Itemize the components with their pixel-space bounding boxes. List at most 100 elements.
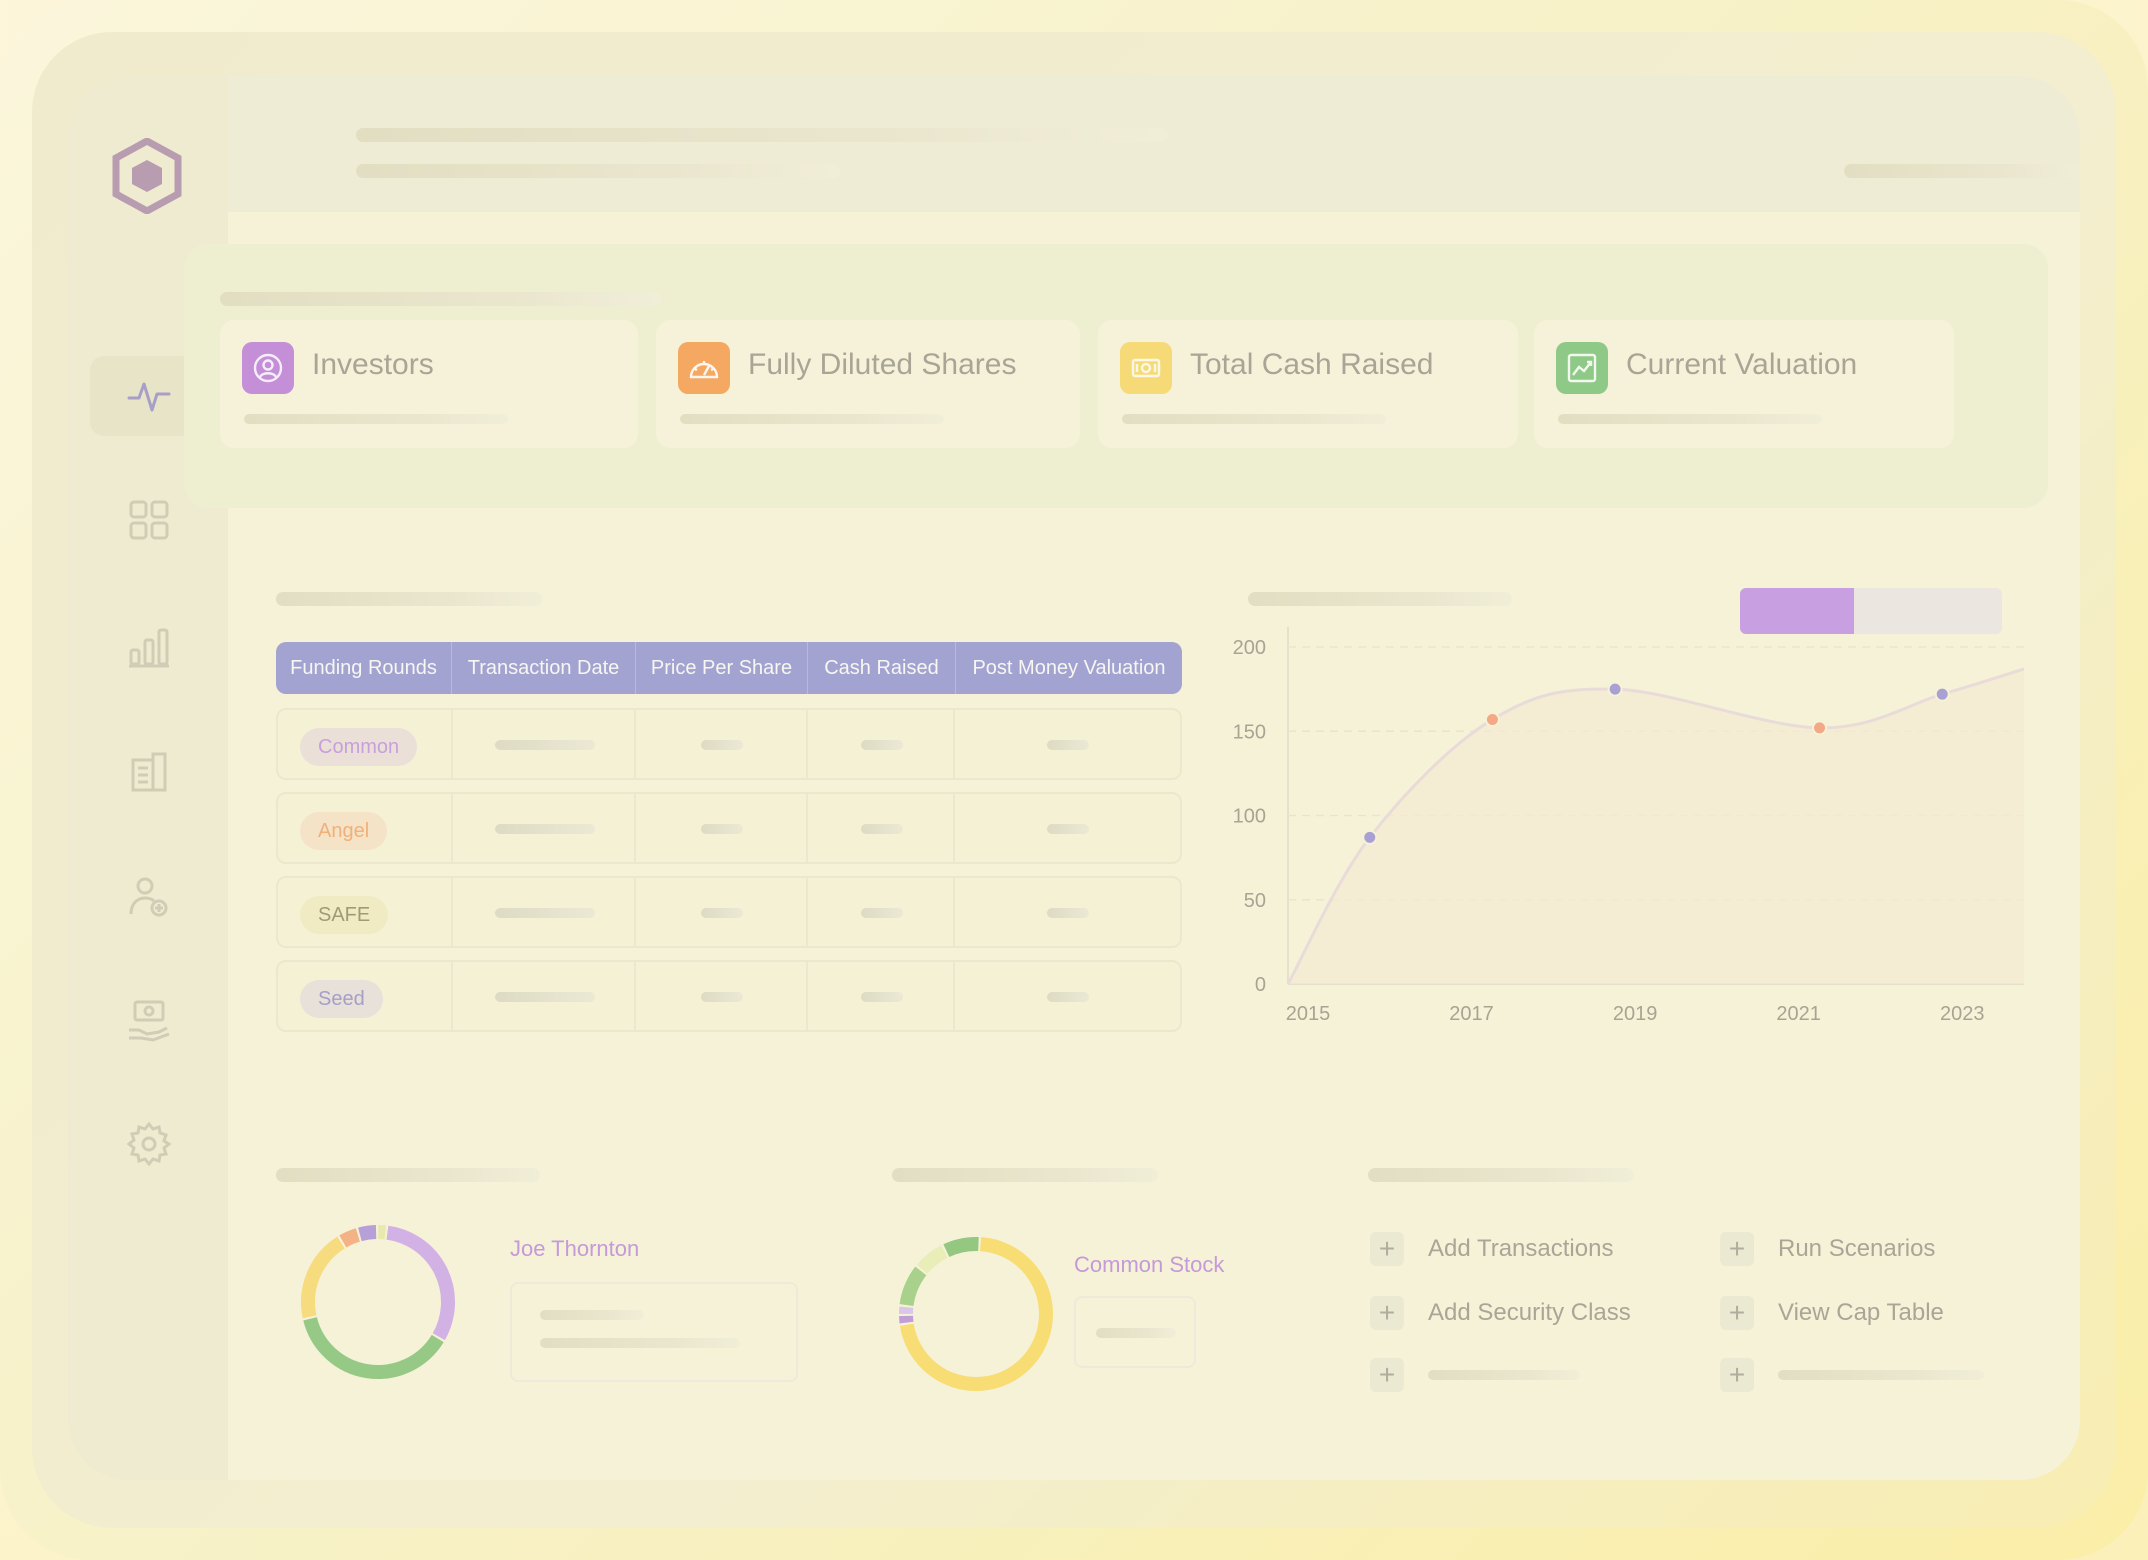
column-header[interactable]: Funding Rounds	[276, 642, 452, 694]
plus-icon: +	[1370, 1358, 1404, 1392]
cell-value-placeholder	[860, 824, 903, 834]
action-placeholder	[1778, 1370, 1984, 1380]
trend-icon	[1556, 342, 1608, 394]
view-cap-table-button[interactable]: + View Cap Table	[1720, 1296, 1944, 1330]
stat-card-total-cash-raised[interactable]: Total Cash Raised	[1098, 320, 1518, 448]
stat-value-placeholder	[1122, 414, 1386, 424]
detail-placeholder	[540, 1310, 644, 1320]
donut-segment	[339, 1228, 361, 1248]
stat-card-current-valuation[interactable]: Current Valuation	[1534, 320, 1954, 448]
table-cell: SAFE	[278, 878, 454, 946]
stats-heading-placeholder	[220, 292, 662, 306]
valuation-chart-panel: 0 50 100 150 200 2015 2017 2019 2021 2023	[1224, 552, 2052, 1084]
detail-placeholder	[1096, 1328, 1176, 1338]
table-cell	[636, 878, 808, 946]
stat-value-placeholder	[680, 414, 944, 424]
stats-panel: Investors Fully Diluted Shares Total Cas…	[184, 244, 2048, 508]
chart-toggle-active[interactable]	[1740, 588, 1854, 634]
nav-documents[interactable]	[90, 732, 208, 812]
cash-hand-icon	[129, 1000, 170, 1042]
donut-segment	[386, 1225, 455, 1341]
cell-value-placeholder	[701, 740, 744, 750]
building-icon	[131, 752, 167, 792]
donut2-title[interactable]: Common Stock	[1074, 1252, 1225, 1277]
detail-placeholder	[540, 1338, 740, 1348]
stat-card-fully-diluted-shares[interactable]: Fully Diluted Shares	[656, 320, 1080, 448]
x-tick-label: 2015	[1286, 1003, 1331, 1025]
logo-icon	[112, 138, 182, 214]
y-tick-label: 150	[1233, 721, 1266, 743]
data-point	[1607, 681, 1623, 697]
table-cell	[636, 794, 808, 862]
bar-chart-icon	[129, 628, 169, 668]
chart-heading-placeholder	[1248, 592, 1512, 606]
investor-icon	[242, 342, 294, 394]
cell-value-placeholder	[1047, 992, 1089, 1002]
stat-label: Current Valuation	[1626, 348, 1858, 381]
column-header[interactable]: Cash Raised	[808, 642, 956, 694]
chart-toggle[interactable]	[1740, 588, 2002, 634]
table-cell	[808, 962, 955, 1030]
x-tick-label: 2017	[1449, 1003, 1494, 1025]
data-point	[1484, 711, 1500, 727]
round-badge: SAFE	[300, 896, 389, 934]
x-tick-label: 2023	[1940, 1003, 1985, 1025]
line-chart: 0 50 100 150 200 2015 2017 2019 2021 2023	[1233, 627, 2025, 1025]
y-tick-label: 200	[1233, 637, 1266, 659]
cash-icon	[1120, 342, 1172, 394]
donut-segment	[943, 1237, 979, 1258]
donut-segment	[899, 1237, 1053, 1391]
header-action-placeholder[interactable]	[1844, 164, 2080, 178]
run-scenarios-button[interactable]: + Run Scenarios	[1720, 1232, 1935, 1266]
data-point	[1812, 720, 1828, 736]
funding-rounds-panel: Funding Rounds Transaction Date Price Pe…	[252, 552, 1206, 1084]
table-row[interactable]: Angel	[276, 792, 1182, 864]
add-transactions-button[interactable]: + Add Transactions	[1370, 1232, 1613, 1266]
table-row[interactable]: Seed	[276, 960, 1182, 1032]
title-placeholder	[356, 128, 1168, 142]
cell-value-placeholder	[1047, 908, 1089, 918]
placeholder-action-button[interactable]: +	[1720, 1358, 1984, 1392]
donut2-detail-box	[1074, 1296, 1196, 1368]
stat-label: Fully Diluted Shares	[748, 348, 1017, 381]
donut-segment	[899, 1266, 927, 1307]
donut1-title[interactable]: Joe Thornton	[510, 1236, 640, 1261]
cell-value-placeholder	[495, 992, 596, 1002]
action-placeholder	[1428, 1370, 1580, 1380]
cell-value-placeholder	[701, 824, 744, 834]
donut1-heading-placeholder	[276, 1168, 540, 1182]
table-cell	[808, 878, 955, 946]
nav-dashboard[interactable]	[90, 480, 208, 560]
data-point	[1934, 686, 1950, 702]
cell-value-placeholder	[860, 908, 903, 918]
stat-label: Total Cash Raised	[1190, 348, 1434, 381]
table-cell	[955, 962, 1180, 1030]
nav-funding[interactable]	[90, 980, 208, 1060]
nav-stakeholders[interactable]	[90, 856, 208, 936]
table-row[interactable]: Common	[276, 708, 1182, 780]
table-cell	[955, 710, 1180, 778]
table-cell	[636, 962, 808, 1030]
stat-card-investors[interactable]: Investors	[220, 320, 638, 448]
table-cell	[453, 962, 637, 1030]
nav-reports[interactable]	[90, 606, 208, 686]
column-header[interactable]: Transaction Date	[452, 642, 636, 694]
donut-segment	[358, 1225, 377, 1242]
y-tick-label: 100	[1233, 806, 1266, 828]
placeholder-action-button[interactable]: +	[1370, 1358, 1580, 1392]
round-badge: Common	[300, 728, 418, 766]
table-cell: Angel	[278, 794, 454, 862]
column-header[interactable]: Post Money Valuation	[972, 656, 1166, 679]
plus-icon: +	[1720, 1358, 1754, 1392]
nav-settings[interactable]	[90, 1104, 208, 1184]
pulse-icon	[127, 382, 171, 412]
table-row[interactable]: SAFE	[276, 876, 1182, 948]
data-point	[1362, 829, 1378, 845]
grid-icon	[129, 500, 169, 540]
subtitle-placeholder	[356, 164, 840, 178]
action-label: Add Security Class	[1428, 1299, 1631, 1326]
column-header[interactable]: Price Per Share	[636, 642, 808, 694]
add-security-class-button[interactable]: + Add Security Class	[1370, 1296, 1631, 1330]
action-label: Add Transactions	[1428, 1235, 1614, 1262]
security-donut-chart	[899, 1237, 1053, 1391]
